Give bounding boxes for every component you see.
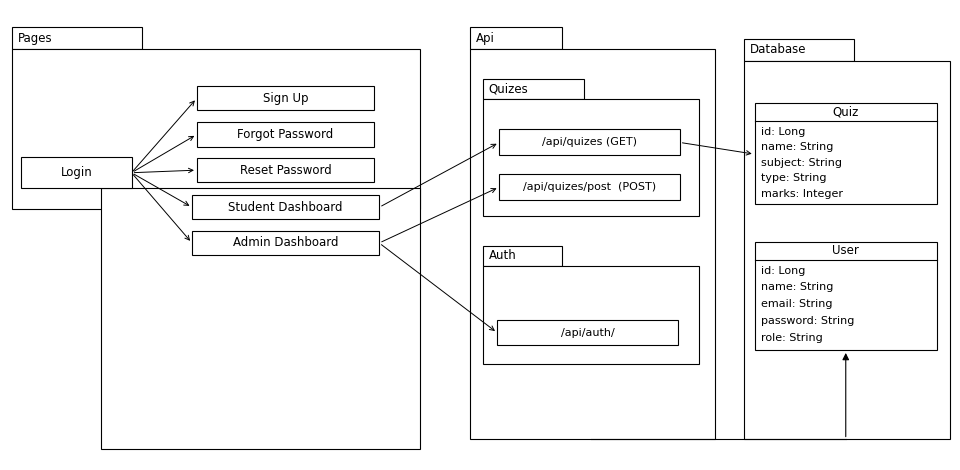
Bar	[744, 61, 950, 439]
Text: Auth: Auth	[489, 249, 516, 262]
Text: Admin Dashboard: Admin Dashboard	[233, 236, 338, 250]
Text: /api/quizes (GET): /api/quizes (GET)	[542, 137, 636, 147]
Text: password: String: password: String	[761, 316, 854, 326]
Text: Quiz: Quiz	[832, 106, 859, 119]
Text: User: User	[832, 244, 859, 258]
Bar	[197, 86, 374, 110]
Text: role: String: role: String	[761, 333, 823, 343]
Text: Student Dashboard: Student Dashboard	[228, 201, 343, 214]
Text: Pages: Pages	[18, 31, 53, 45]
Bar	[499, 174, 680, 200]
Bar	[499, 129, 680, 155]
Bar	[744, 39, 854, 61]
Text: Login: Login	[60, 166, 92, 179]
Text: Sign Up: Sign Up	[263, 92, 308, 105]
Bar	[470, 27, 562, 49]
Bar	[483, 246, 562, 266]
Bar	[470, 49, 715, 439]
Text: /api/auth/: /api/auth/	[561, 328, 614, 337]
Text: type: String: type: String	[761, 173, 827, 183]
Bar	[483, 99, 699, 216]
Text: marks: Integer: marks: Integer	[761, 189, 843, 199]
Text: Reset Password: Reset Password	[240, 164, 331, 177]
Text: Database: Database	[750, 43, 806, 56]
Text: /api/quizes/post  (POST): /api/quizes/post (POST)	[523, 182, 656, 192]
Bar	[197, 122, 374, 147]
Text: name: String: name: String	[761, 142, 833, 152]
Text: name: String: name: String	[761, 282, 833, 292]
Text: Api: Api	[476, 31, 495, 45]
Bar	[101, 188, 420, 449]
Bar	[12, 27, 142, 49]
Bar	[497, 320, 678, 345]
Bar	[197, 158, 374, 182]
Text: id: Long: id: Long	[761, 127, 805, 137]
Bar	[483, 266, 699, 364]
Bar	[21, 157, 132, 188]
Bar	[755, 103, 937, 204]
Bar	[12, 49, 420, 209]
Bar	[192, 231, 379, 255]
Bar	[755, 242, 937, 350]
Text: Quizes: Quizes	[489, 82, 528, 95]
Text: subject: String: subject: String	[761, 158, 842, 168]
Text: id: Long: id: Long	[761, 266, 805, 275]
Bar	[483, 79, 584, 99]
Text: email: String: email: String	[761, 299, 832, 309]
Text: Forgot Password: Forgot Password	[237, 128, 334, 141]
Bar	[192, 195, 379, 219]
